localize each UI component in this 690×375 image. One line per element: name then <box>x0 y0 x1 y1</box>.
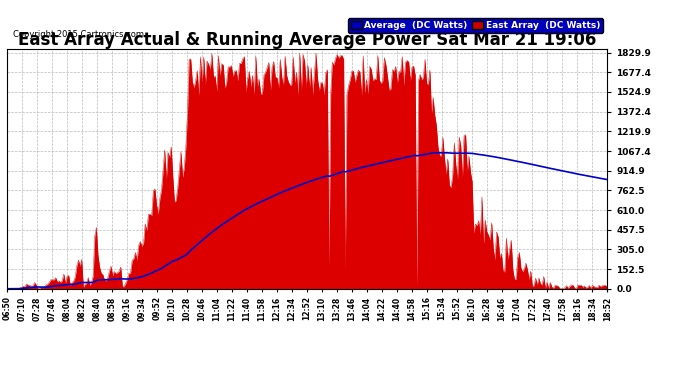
Legend: Average  (DC Watts), East Array  (DC Watts): Average (DC Watts), East Array (DC Watts… <box>348 18 602 33</box>
Text: Copyright 2015 Cartronics.com: Copyright 2015 Cartronics.com <box>13 30 144 39</box>
Title: East Array Actual & Running Average Power Sat Mar 21 19:06: East Array Actual & Running Average Powe… <box>18 31 596 49</box>
